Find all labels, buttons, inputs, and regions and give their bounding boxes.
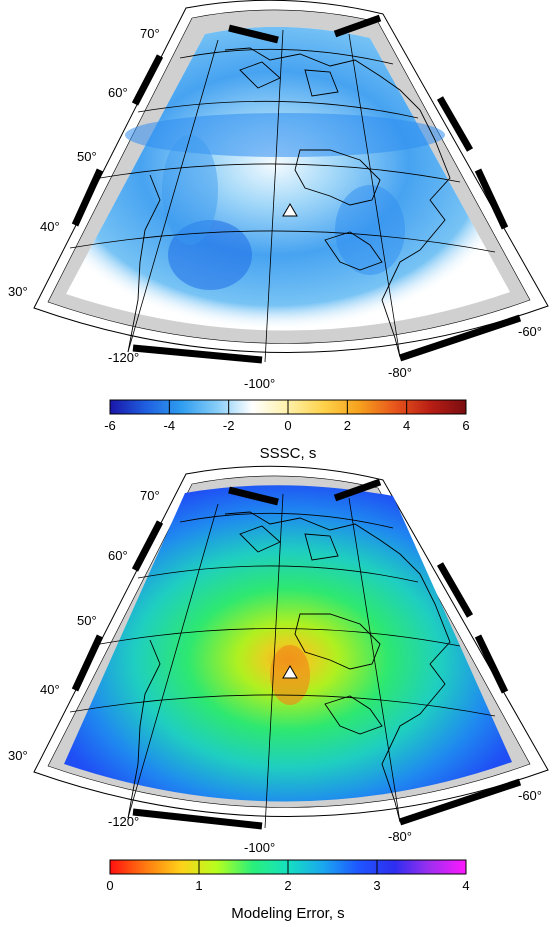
sssc-lon-label: -60° [518, 324, 542, 339]
error-map: 70° 60° 50° 40° 30° -120° -100° -80° -60… [8, 465, 549, 922]
sssc-coastline [127, 47, 451, 358]
error-lat-label: 40° [40, 682, 60, 697]
error-field [64, 485, 512, 802]
error-graticule [69, 493, 496, 829]
sssc-graticule [69, 29, 496, 363]
sssc-lat-label: 40° [40, 219, 60, 234]
error-lat-label: 70° [140, 488, 160, 503]
error-coastline [127, 511, 451, 823]
sssc-colorbar: -6 -4 -2 0 2 4 6 SSSC, s [104, 399, 470, 462]
colorbar-tick-label: 0 [106, 878, 113, 893]
colorbar-tick-label: 4 [462, 878, 469, 893]
sssc-station-marker [282, 203, 298, 217]
sssc-lon-label: -80° [388, 365, 412, 380]
error-lat-label: 30° [8, 748, 28, 763]
error-lon-label: -100° [244, 840, 275, 855]
sssc-lat-label: 30° [8, 284, 28, 299]
sssc-lat-label: 60° [108, 85, 128, 100]
error-station-marker [282, 665, 298, 679]
sssc-lat-label: 70° [140, 26, 160, 41]
colorbar-tick-label: 4 [403, 418, 410, 433]
error-lon-label: -60° [518, 788, 542, 803]
colorbar-tick-label: 2 [284, 878, 291, 893]
colorbar-tick-label: 1 [195, 878, 202, 893]
error-frame-ticks [71, 478, 522, 830]
sssc-lon-label: -120° [108, 350, 139, 365]
sssc-lon-label: -100° [244, 376, 275, 391]
sssc-map: 70° 60° 50° 40° 30° -120° -100° -80° -60… [8, 0, 549, 462]
error-colorbar-label: Modeling Error, s [231, 905, 344, 922]
colorbar-tick-label: 3 [373, 878, 380, 893]
sssc-frame-ticks [71, 14, 522, 364]
error-lat-label: 50° [77, 613, 97, 628]
colorbar-tick-label: -6 [104, 418, 116, 433]
colorbar-tick-label: 2 [344, 418, 351, 433]
error-colorbar: 0 1 2 3 4 Modeling Error, s [106, 859, 470, 922]
error-lat-label: 60° [108, 548, 128, 563]
error-lon-label: -120° [108, 814, 139, 829]
colorbar-tick-label: -4 [164, 418, 176, 433]
error-lon-label: -80° [388, 829, 412, 844]
colorbar-tick-label: 6 [462, 418, 469, 433]
colorbar-tick-label: -2 [223, 418, 235, 433]
sssc-lat-label: 50° [77, 149, 97, 164]
colorbar-tick-label: 0 [284, 418, 291, 433]
sssc-colorbar-label: SSSC, s [260, 445, 317, 462]
